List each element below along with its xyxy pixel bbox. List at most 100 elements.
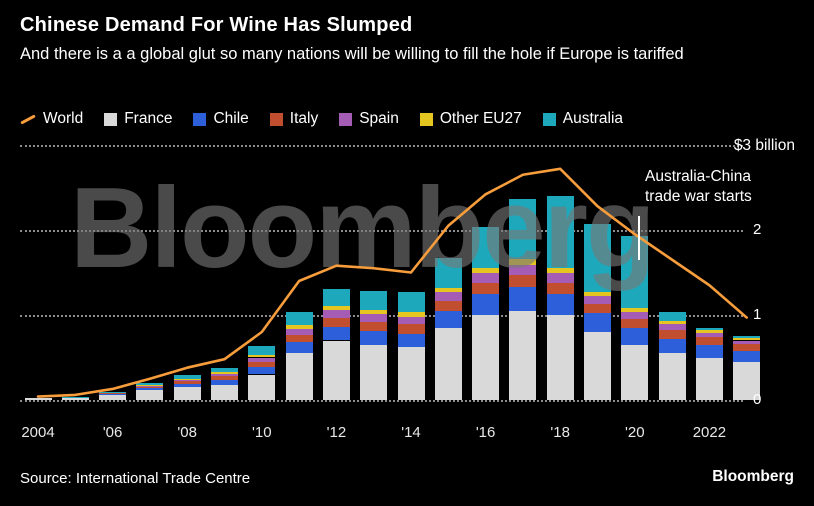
y-axis-label-2: 2 bbox=[753, 221, 762, 238]
x-axis-label-16: '16 bbox=[475, 424, 496, 441]
bar-segment-spain-2014 bbox=[397, 316, 425, 325]
bar-segment-other-eu27-2022 bbox=[695, 330, 723, 333]
bar-segment-italy-2020 bbox=[621, 319, 649, 328]
bar-segment-italy-2007 bbox=[136, 386, 164, 389]
x-axis-label-18: '18 bbox=[550, 424, 570, 441]
gridline-0 bbox=[20, 400, 743, 402]
bar-segment-other-eu27-2008 bbox=[173, 378, 201, 380]
bar-segment-chile-2022 bbox=[695, 344, 723, 358]
bar-segment-france-2013 bbox=[360, 344, 388, 400]
bar-segment-australia-2023 bbox=[733, 336, 761, 338]
bar-segment-france-2006 bbox=[99, 394, 127, 400]
bar-segment-australia-2005 bbox=[61, 396, 89, 398]
bar-segment-france-2012 bbox=[322, 340, 350, 400]
bar-segment-chile-2013 bbox=[360, 331, 388, 345]
bar-segment-other-eu27-2011 bbox=[285, 325, 313, 329]
legend: World France Chile Italy Spain Other EU27 Aust… bbox=[20, 110, 623, 128]
y-axis-top-label: $3 billion bbox=[733, 137, 795, 154]
bar-segment-chile-2014 bbox=[397, 333, 425, 348]
x-axis-label-20: '20 bbox=[625, 424, 645, 441]
bar-segment-france-2009 bbox=[211, 384, 238, 400]
bar-segment-chile-2020 bbox=[621, 327, 649, 345]
bar-segment-chile-2016 bbox=[472, 293, 500, 315]
bar-segment-italy-2021 bbox=[658, 330, 686, 339]
bar-segment-italy-2023 bbox=[733, 343, 761, 351]
bar-segment-spain-2008 bbox=[173, 379, 201, 382]
bar-segment-france-2021 bbox=[658, 353, 686, 400]
x-axis-label-10: '10 bbox=[252, 424, 272, 441]
bar-segment-chile-2012 bbox=[322, 326, 350, 341]
y-axis-label-1: 1 bbox=[753, 306, 762, 323]
legend-label-italy: Italy bbox=[289, 110, 319, 127]
bar-segment-italy-2009 bbox=[211, 376, 238, 380]
annotation-line-1: Australia-China bbox=[645, 168, 751, 185]
bloomberg-logo: Bloomberg bbox=[712, 468, 794, 485]
bar-segment-spain-2013 bbox=[360, 314, 388, 322]
bar-segment-spain-2021 bbox=[658, 324, 686, 331]
bar-segment-france-2017 bbox=[509, 310, 537, 400]
legend-label-chile: Chile bbox=[213, 110, 249, 127]
bar-segment-chile-2008 bbox=[173, 383, 201, 388]
bar-segment-australia-2010 bbox=[248, 346, 276, 355]
bar-segment-italy-2013 bbox=[360, 321, 388, 332]
bar-segment-italy-2015 bbox=[434, 300, 462, 311]
bar-segment-france-2010 bbox=[248, 374, 276, 400]
legend-item-spain: Spain bbox=[339, 110, 399, 128]
legend-label-australia: Australia bbox=[562, 110, 624, 127]
line-swatch-icon bbox=[20, 113, 36, 125]
bar-segment-spain-2011 bbox=[285, 328, 313, 335]
chart-subtitle: And there is a a global glut so many nat… bbox=[20, 45, 684, 63]
legend-item-other-eu27: Other EU27 bbox=[419, 110, 522, 128]
bar-segment-other-eu27-2019 bbox=[584, 292, 611, 297]
bar-segment-spain-2023 bbox=[733, 340, 761, 344]
bar-segment-australia-2007 bbox=[136, 383, 164, 385]
legend-item-france: France bbox=[104, 110, 172, 128]
bar-segment-spain-2019 bbox=[584, 296, 611, 304]
bar-segment-italy-2010 bbox=[248, 361, 276, 367]
bar-segment-chile-2006 bbox=[99, 394, 127, 395]
bar-segment-france-2004 bbox=[24, 398, 52, 400]
bar-segment-chile-2018 bbox=[546, 293, 574, 315]
bar-segment-italy-2006 bbox=[99, 393, 127, 395]
annotation-text: Australia-China trade war starts bbox=[645, 167, 752, 207]
annotation-line-2: trade war starts bbox=[645, 188, 752, 206]
bar-segment-other-eu27-2014 bbox=[397, 312, 425, 317]
bar-segment-australia-2009 bbox=[211, 367, 238, 372]
bar-segment-spain-2012 bbox=[322, 309, 350, 318]
legend-item-australia: Australia bbox=[542, 110, 624, 128]
legend-item-italy: Italy bbox=[269, 110, 319, 128]
bar-segment-italy-2022 bbox=[695, 337, 723, 345]
bar-segment-france-2020 bbox=[621, 344, 649, 400]
bar-segment-australia-2013 bbox=[360, 291, 388, 310]
bar-segment-other-eu27-2010 bbox=[248, 354, 276, 358]
bar-segment-chile-2009 bbox=[211, 379, 238, 385]
bar-segment-chile-2015 bbox=[434, 310, 462, 328]
bar-segment-spain-2009 bbox=[211, 373, 238, 377]
bar-segment-chile-2010 bbox=[248, 366, 276, 375]
bar-segment-spain-2007 bbox=[136, 385, 164, 387]
bloomberg-watermark: Bloomberg bbox=[70, 165, 656, 292]
legend-item-world: World bbox=[20, 110, 83, 128]
bar-segment-spain-2010 bbox=[248, 357, 276, 362]
bar-segment-other-eu27-2012 bbox=[322, 305, 350, 310]
legend-label-spain: Spain bbox=[359, 110, 399, 127]
square-swatch-icon bbox=[269, 112, 283, 126]
bar-segment-france-2022 bbox=[695, 357, 723, 400]
bar-segment-italy-2008 bbox=[173, 381, 201, 384]
square-swatch-icon bbox=[104, 112, 118, 126]
bar-segment-chile-2019 bbox=[584, 313, 611, 332]
bar-segment-chile-2007 bbox=[136, 388, 164, 390]
bar-segment-france-2011 bbox=[285, 353, 313, 400]
bar-segment-spain-2020 bbox=[621, 312, 649, 320]
annotation-marker-line bbox=[638, 216, 640, 260]
bar-segment-other-eu27-2020 bbox=[621, 308, 649, 313]
bar-segment-france-2016 bbox=[472, 315, 500, 400]
source-note: Source: International Trade Centre bbox=[20, 470, 251, 487]
gridline-3 bbox=[20, 145, 743, 147]
bar-segment-italy-2014 bbox=[397, 324, 425, 334]
bar-segment-italy-2011 bbox=[285, 334, 313, 343]
chart-title: Chinese Demand For Wine Has Slumped bbox=[20, 14, 413, 36]
bar-segment-other-eu27-2021 bbox=[658, 320, 686, 325]
x-axis-label-12: '12 bbox=[326, 424, 347, 441]
x-axis-label-06: '06 bbox=[102, 424, 123, 441]
